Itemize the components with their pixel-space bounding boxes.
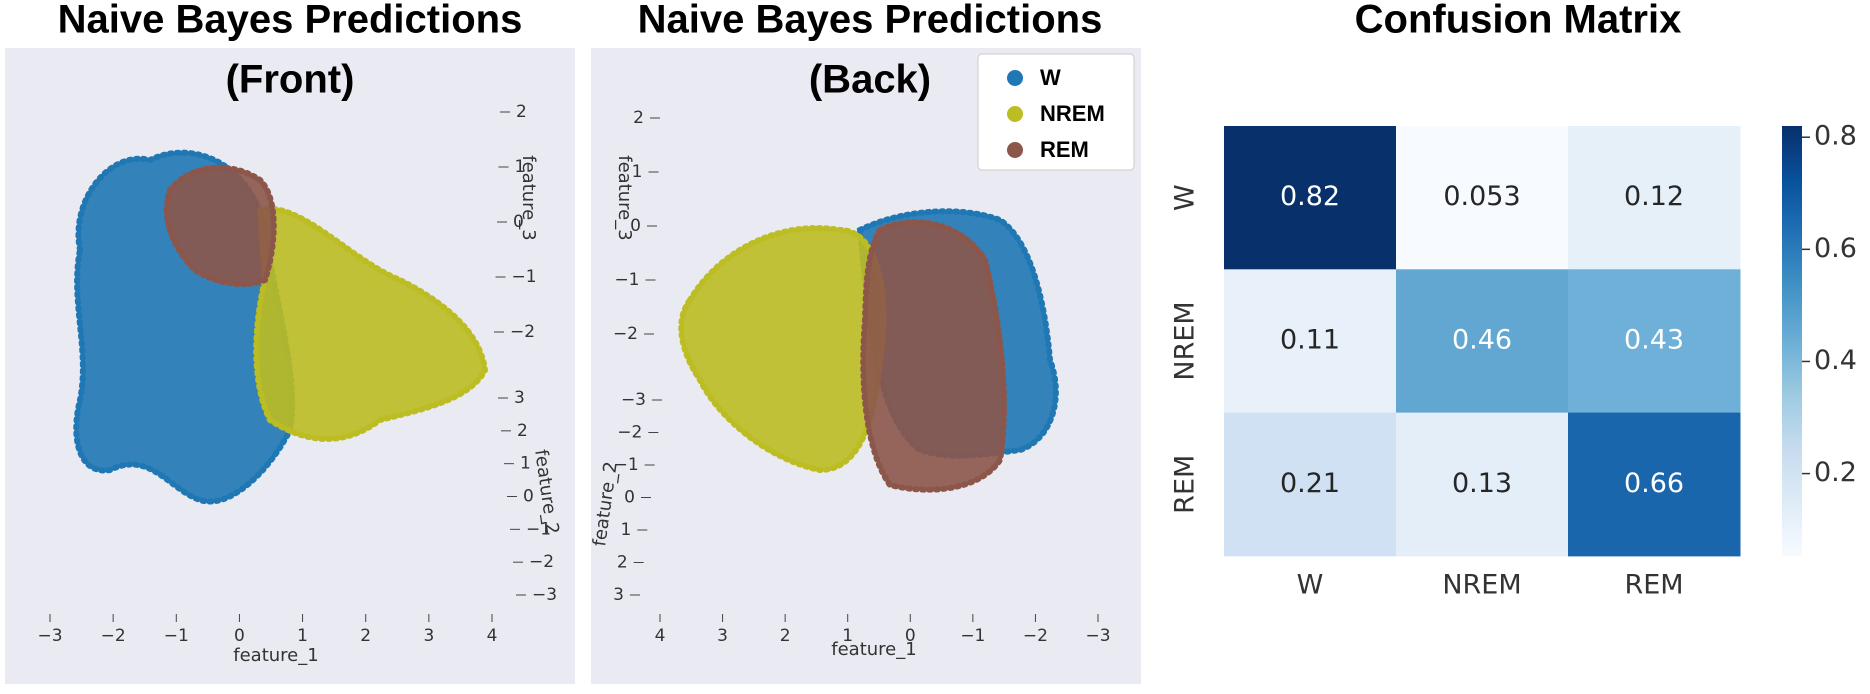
colorbar-label: 0.2 [1814,457,1857,488]
tick-label: −2 [1023,626,1048,646]
colorbar-label: 0.8 [1814,121,1857,152]
axis-label: feature_1 [233,645,318,666]
tick-label: 4 [487,626,498,646]
tick-label: 1 [297,626,308,646]
tick-label: 2 [780,626,791,646]
legend-label: W [1040,65,1061,90]
tick-label: −2 [617,423,642,443]
tick-label: 0 [513,212,524,232]
cell-label: 0.11 [1280,324,1340,355]
axis-label: feature_3 [518,155,539,240]
cell-label: 0.43 [1624,324,1684,355]
legend-marker [1007,142,1023,158]
tick-label: −3 [37,626,62,646]
legend-marker [1007,70,1023,86]
tick-label: −2 [529,552,554,572]
tick-label: −3 [532,585,557,605]
tick-label: 3 [423,626,434,646]
tick-label: 0 [523,487,534,507]
heatmap-cell [1568,126,1741,270]
tick-label: 0 [905,626,916,646]
tick-label: 1 [515,157,526,177]
tick-label: −1 [614,455,639,475]
cell-label: 0.21 [1280,468,1340,499]
tick-label: −2 [613,324,638,344]
chart-title: Naive Bayes Predictions [638,0,1103,42]
tick-label: −2 [101,626,126,646]
tick-label: 2 [360,626,371,646]
legend-label: REM [1040,137,1089,162]
tick-label: 2 [633,108,644,128]
colorbar-label: 0.4 [1814,345,1857,376]
x-tick-label: REM [1624,570,1683,601]
legend-label: NREM [1040,101,1105,126]
tick-label: 1 [842,626,853,646]
tick-label: 3 [514,388,525,408]
tick-label: 3 [717,626,728,646]
cell-label: 0.82 [1280,181,1340,212]
tick-label: 0 [630,216,641,236]
heatmap-cell [1568,269,1741,414]
tick-label: 2 [617,553,628,573]
tick-label: 0 [234,626,245,646]
cell-label: 0.12 [1624,181,1684,212]
tick-label: −1 [960,626,985,646]
tick-label: −1 [614,270,639,290]
point-cloud [253,205,489,442]
heatmap-cell [1224,412,1397,557]
point-cloud [163,164,277,288]
y-tick-label: REM [1170,455,1201,514]
tick-label: −2 [510,322,535,342]
heatmap-cell [1568,412,1741,557]
axis-label: feature_1 [831,639,916,660]
tick-label: 4 [655,626,666,646]
tick-label: −3 [621,390,646,410]
colorbar [1782,126,1802,556]
heatmap-cell [1224,269,1397,414]
tick-label: −1 [512,267,537,287]
legend-marker [1007,106,1023,122]
tick-label: −1 [164,626,189,646]
tick-label: 1 [621,520,632,540]
point-cloud [860,219,1008,493]
axis-label: feature_3 [614,155,635,240]
y-tick-label: NREM [1170,301,1201,380]
tick-label: −3 [1085,626,1110,646]
tick-label: 1 [632,162,643,182]
chart-title: (Back) [809,58,931,102]
cell-label: 0.66 [1624,468,1684,499]
tick-label: 1 [520,454,531,474]
x-tick-label: W [1297,570,1324,601]
tick-label: 3 [613,585,624,605]
heatmap-cell [1396,269,1569,414]
tick-label: −1 [526,519,551,539]
tick-label: 2 [516,102,527,122]
y-tick-label: W [1170,184,1201,211]
cell-label: 0.13 [1452,468,1512,499]
colorbar-label: 0.6 [1814,233,1857,264]
cell-label: 0.46 [1452,324,1512,355]
chart-title: Naive Bayes Predictions [58,0,523,42]
tick-label: 2 [517,421,528,441]
tick-label: 0 [624,488,635,508]
chart-title: (Front) [226,58,355,102]
chart-title: Confusion Matrix [1355,0,1682,42]
heatmap-cell [1224,126,1397,270]
heatmap-cell [1396,412,1569,557]
x-tick-label: NREM [1442,570,1521,601]
cell-label: 0.053 [1443,181,1520,212]
heatmap-cell [1396,126,1569,270]
